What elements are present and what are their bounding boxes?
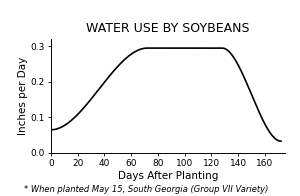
- Title: WATER USE BY SOYBEANS: WATER USE BY SOYBEANS: [86, 22, 250, 35]
- Text: * When planted May 15, South Georgia (Group VII Variety): * When planted May 15, South Georgia (Gr…: [24, 185, 268, 194]
- X-axis label: Days After Planting: Days After Planting: [118, 171, 218, 181]
- Y-axis label: Inches per Day: Inches per Day: [18, 57, 28, 135]
